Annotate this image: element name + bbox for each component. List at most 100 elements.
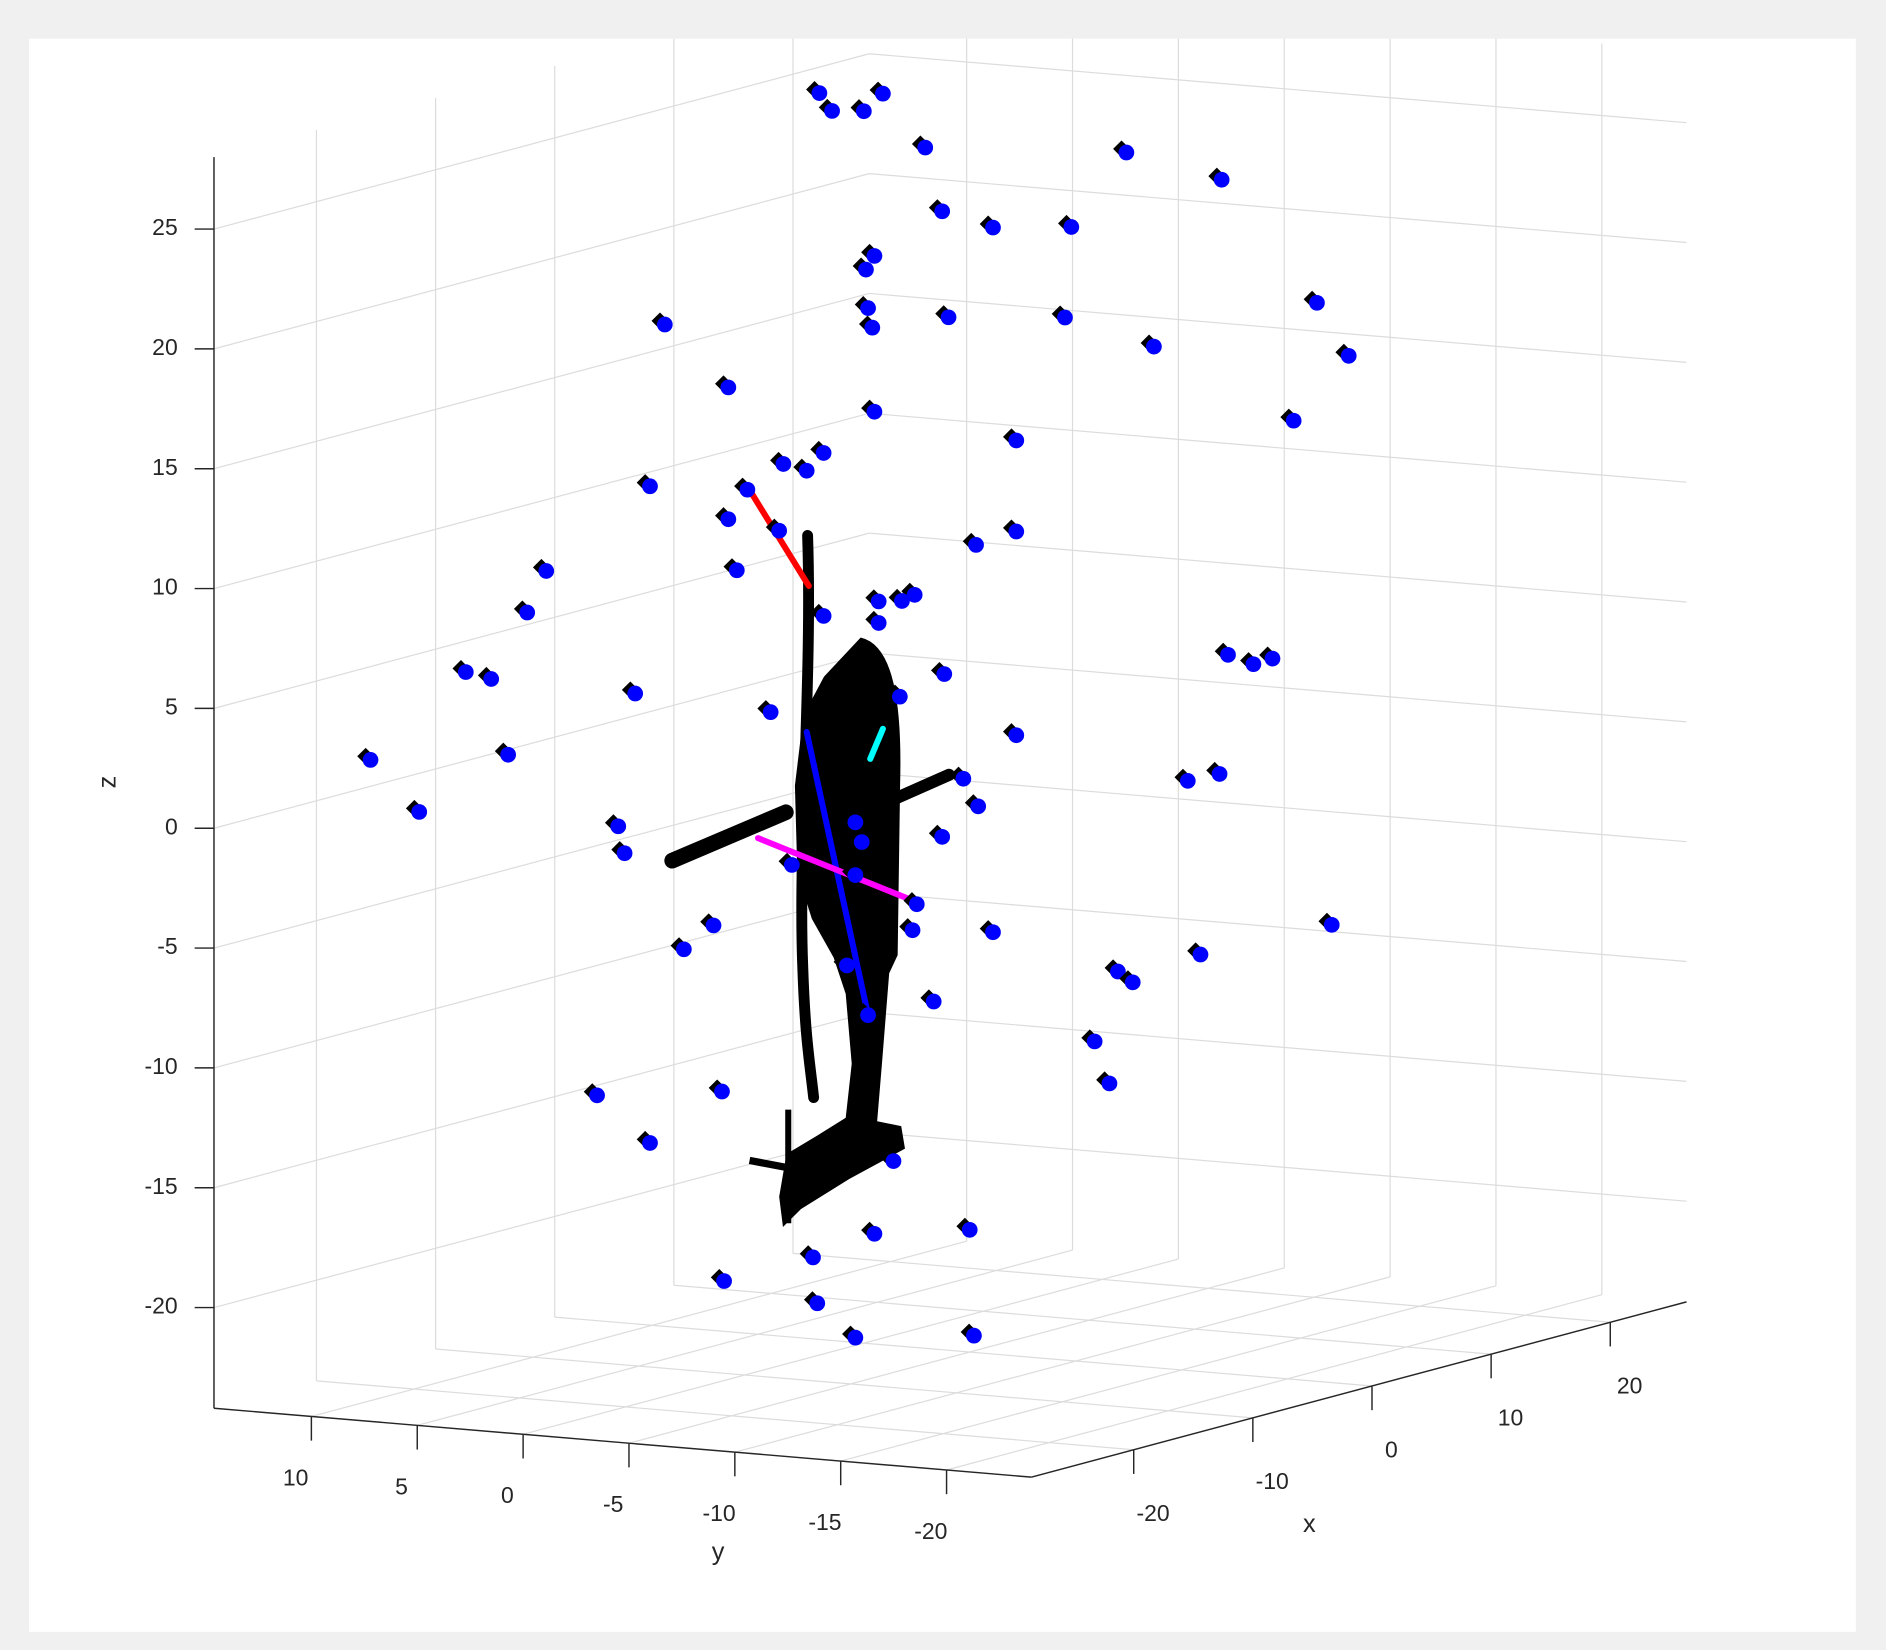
x-tick-label: 10: [1498, 1404, 1524, 1430]
point: [589, 1087, 605, 1104]
point: [917, 139, 934, 156]
z-tick-label: 10: [152, 574, 178, 600]
grid-line: [628, 1267, 1285, 1444]
rotor-blade: [796, 530, 820, 1104]
point: [538, 563, 555, 579]
point: [925, 993, 942, 1010]
point: [762, 704, 779, 721]
point: [968, 537, 984, 553]
point: [936, 666, 953, 682]
segment: [803, 728, 872, 1019]
point: [728, 562, 745, 579]
fuselage: [779, 637, 905, 1228]
point: [1110, 963, 1126, 980]
point: [739, 481, 756, 498]
point: [906, 587, 923, 603]
grid-line: [869, 412, 1687, 483]
point: [500, 746, 517, 763]
x-tick-label: 0: [1385, 1436, 1398, 1462]
z-tick-label: 15: [152, 454, 178, 480]
y-axis-label: y: [712, 1538, 725, 1566]
point: [771, 522, 788, 539]
point: [815, 445, 832, 461]
point: [847, 1329, 864, 1346]
point: [676, 941, 692, 958]
point: [805, 1249, 821, 1266]
point: [720, 511, 737, 528]
point: [610, 818, 627, 835]
segment: [867, 725, 886, 762]
grid-line: [869, 292, 1687, 363]
point: [1179, 773, 1196, 789]
point: [798, 462, 815, 479]
grid-line: [213, 412, 870, 590]
grid-line: [213, 892, 870, 1069]
point: [720, 379, 737, 396]
grid-line: [213, 652, 870, 829]
y-tick-label: -5: [603, 1491, 623, 1517]
z-tick-label: -10: [145, 1053, 178, 1079]
y-tick-label: -20: [914, 1518, 947, 1544]
point: [966, 1327, 982, 1344]
point: [1323, 916, 1340, 933]
point: [1146, 338, 1162, 355]
point: [1245, 656, 1262, 673]
point: [784, 857, 800, 873]
rotor-blade: [891, 768, 956, 804]
point: [904, 922, 921, 939]
grid-line: [869, 173, 1687, 244]
point: [961, 1221, 978, 1238]
grid-line: [869, 1011, 1687, 1082]
grid-line: [316, 1380, 1134, 1451]
grid-line: [213, 772, 870, 949]
z-tick-label: 25: [152, 214, 178, 240]
point: [985, 924, 1001, 941]
point: [894, 593, 910, 609]
point: [847, 814, 864, 831]
x-axis-label: x: [1303, 1510, 1316, 1538]
point: [1008, 523, 1025, 540]
grid-line: [734, 1276, 1391, 1453]
point: [1192, 946, 1209, 963]
point: [811, 85, 828, 101]
grid-line: [869, 892, 1687, 963]
x-axis: [1031, 1301, 1687, 1478]
point: [1285, 412, 1302, 429]
point: [955, 770, 972, 787]
grid-line: [840, 1285, 1497, 1462]
grid-line: [554, 1316, 1373, 1387]
segment: [754, 835, 912, 902]
point: [864, 319, 881, 336]
y-tick-label: 10: [283, 1464, 309, 1490]
point: [1008, 432, 1025, 449]
point: [656, 316, 673, 333]
grid-line: [213, 1011, 870, 1189]
grid-line: [213, 292, 870, 470]
point: [1057, 309, 1073, 326]
point: [866, 403, 883, 420]
point: [642, 1135, 658, 1151]
axis-layer: -20 -15 -10 -5 0 5 10 15 20 25 -20 -15 -10 -5 0 5 10 -20 -…: [94, 157, 1687, 1566]
point: [985, 219, 1001, 236]
point: [362, 752, 379, 768]
grid-line: [435, 1348, 1253, 1419]
y-tick-label: 0: [501, 1482, 514, 1508]
z-tick-label: -20: [145, 1293, 178, 1319]
grid-line: [311, 1240, 967, 1418]
grid-line: [869, 532, 1687, 603]
point: [616, 845, 633, 862]
point: [860, 1007, 876, 1024]
point: [815, 608, 832, 624]
point: [1309, 294, 1325, 311]
point: [866, 1225, 883, 1242]
y-tick-label: -10: [703, 1500, 736, 1526]
x-tick-label: -20: [1136, 1500, 1169, 1526]
grid-line: [869, 1131, 1687, 1202]
point: [853, 834, 870, 850]
z-tick-label: 5: [165, 693, 178, 719]
point: [1086, 1033, 1103, 1050]
tail-rotor: [748, 1156, 802, 1174]
point: [885, 1153, 902, 1169]
